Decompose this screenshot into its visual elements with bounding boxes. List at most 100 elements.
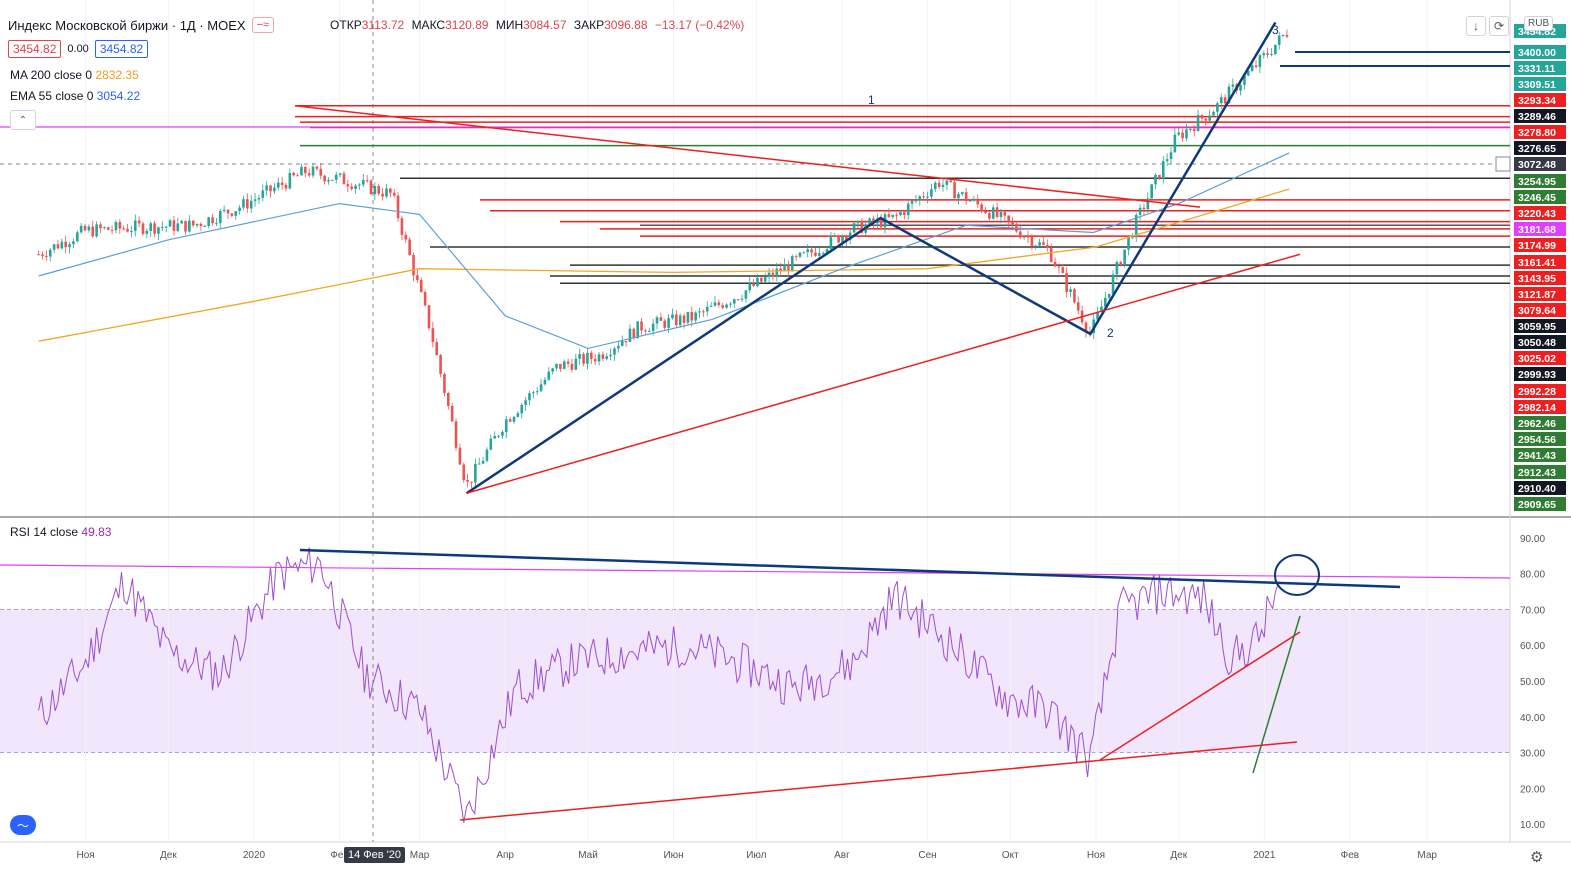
candle-body [470,481,473,483]
candle-body [199,223,203,227]
price-axis-label-bg [1514,351,1566,365]
symbol-title[interactable]: Индекс Московской биржи · 1Д · MOEX [8,17,246,33]
price-axis-label-bg [1514,190,1566,204]
candle-body [87,226,91,231]
candle-body [1053,261,1057,267]
gear-icon[interactable]: ⚙ [1530,849,1544,866]
price-axis-label: 2941.43 [1518,450,1556,462]
candle-body [1034,245,1038,247]
tradingview-logo-icon[interactable]: 〜 [10,815,36,835]
candle-body [524,400,527,405]
candle-body [1227,86,1231,104]
candle-body [56,244,60,249]
candle-body [644,330,647,332]
candle-body [702,311,705,313]
candle-body [1076,302,1080,311]
x-tick-label: Окт [1002,850,1019,861]
candle-body [848,232,852,240]
candle-body [242,199,245,208]
ma200-label: MA 200 close 0 [10,68,93,82]
candle-body [945,180,949,185]
candle-body [918,196,922,201]
candle-body [729,303,732,305]
candle-body [740,298,744,300]
price-axis-label: 3079.64 [1518,305,1556,317]
price-axis-label: 2982.14 [1518,402,1556,414]
candle-body [1173,134,1177,153]
candle-body [1239,84,1242,91]
rsi-axis-label: 80.00 [1520,570,1545,581]
candle-body [180,220,183,224]
x-tick-label: Ноя [76,850,94,861]
candle-body [1038,242,1041,246]
candle-body [408,239,411,255]
trendline-resistance [294,105,1201,208]
rsi-axis-label: 20.00 [1520,784,1545,795]
candle-body [736,299,740,301]
sell-price-box[interactable]: 3454.82 [8,40,62,58]
candle-body [686,311,690,323]
candle-body [145,230,149,234]
candle-body [1146,198,1150,210]
scroll-down-icon[interactable]: ↓ [1466,16,1486,36]
candle-body [551,368,554,372]
candle-body [860,220,864,233]
price-axis-label: 3059.95 [1518,321,1556,333]
candle-body [1115,262,1119,275]
candle-body [1177,132,1181,135]
candle-body [1277,35,1281,45]
candle-body [161,226,164,228]
candle-body [532,392,535,394]
candle-body [926,196,929,198]
candle-body [1262,53,1266,56]
candle-body [269,185,272,192]
buy-price-box[interactable]: 3454.82 [94,40,149,58]
candle-body [760,277,763,282]
price-axis-label: 2912.43 [1518,467,1556,479]
candle-body [315,166,319,169]
candle-body [474,463,477,483]
candle-body [732,299,736,304]
candle-body [1119,262,1123,266]
candle-body [226,209,230,214]
candle-body [632,328,636,339]
candle-body [1200,115,1204,119]
currency-badge[interactable]: RUB [1524,16,1554,31]
candle-body [721,305,725,308]
candle-body [1208,115,1211,121]
fullscreen-icon[interactable]: ⟳ [1489,16,1509,36]
candle-body [856,220,860,224]
candle-body [1007,215,1010,222]
candle-body [845,236,848,240]
candle-body [763,277,767,282]
candle-body [1254,65,1258,67]
rsi-support-trendline-2 [1099,631,1301,761]
ema55-legend[interactable]: EMA 55 close 0 3054.22 [10,89,140,103]
x-tick-label: Мар [410,850,430,861]
candle-body [605,356,609,359]
x-tick-label: Май [578,850,598,861]
candle-body [369,180,373,195]
candle-body [794,256,798,258]
candle-body [1107,293,1111,298]
candle-body [999,212,1003,217]
candle-body [41,254,44,257]
price-axis-label: 2962.46 [1518,418,1556,430]
ma200-legend[interactable]: MA 200 close 0 2832.35 [10,68,139,82]
trendline-support [466,253,1301,494]
chart-type-icon[interactable]: −≈ [251,17,275,33]
candle-body [1011,221,1014,225]
candle-body [879,218,883,228]
candle-body [288,172,292,189]
collapse-legend-button[interactable]: ⌃ [10,110,36,130]
candle-body [130,230,133,232]
price-axis-label-bg [1514,77,1566,91]
candle-body [783,264,786,272]
rsi-legend[interactable]: RSI 14 close 49.83 [10,525,111,539]
candle-body [141,223,145,234]
x-tick-label: Июл [746,850,766,861]
candle-body [238,207,241,212]
candle-body [713,302,717,306]
candle-body [265,185,268,191]
